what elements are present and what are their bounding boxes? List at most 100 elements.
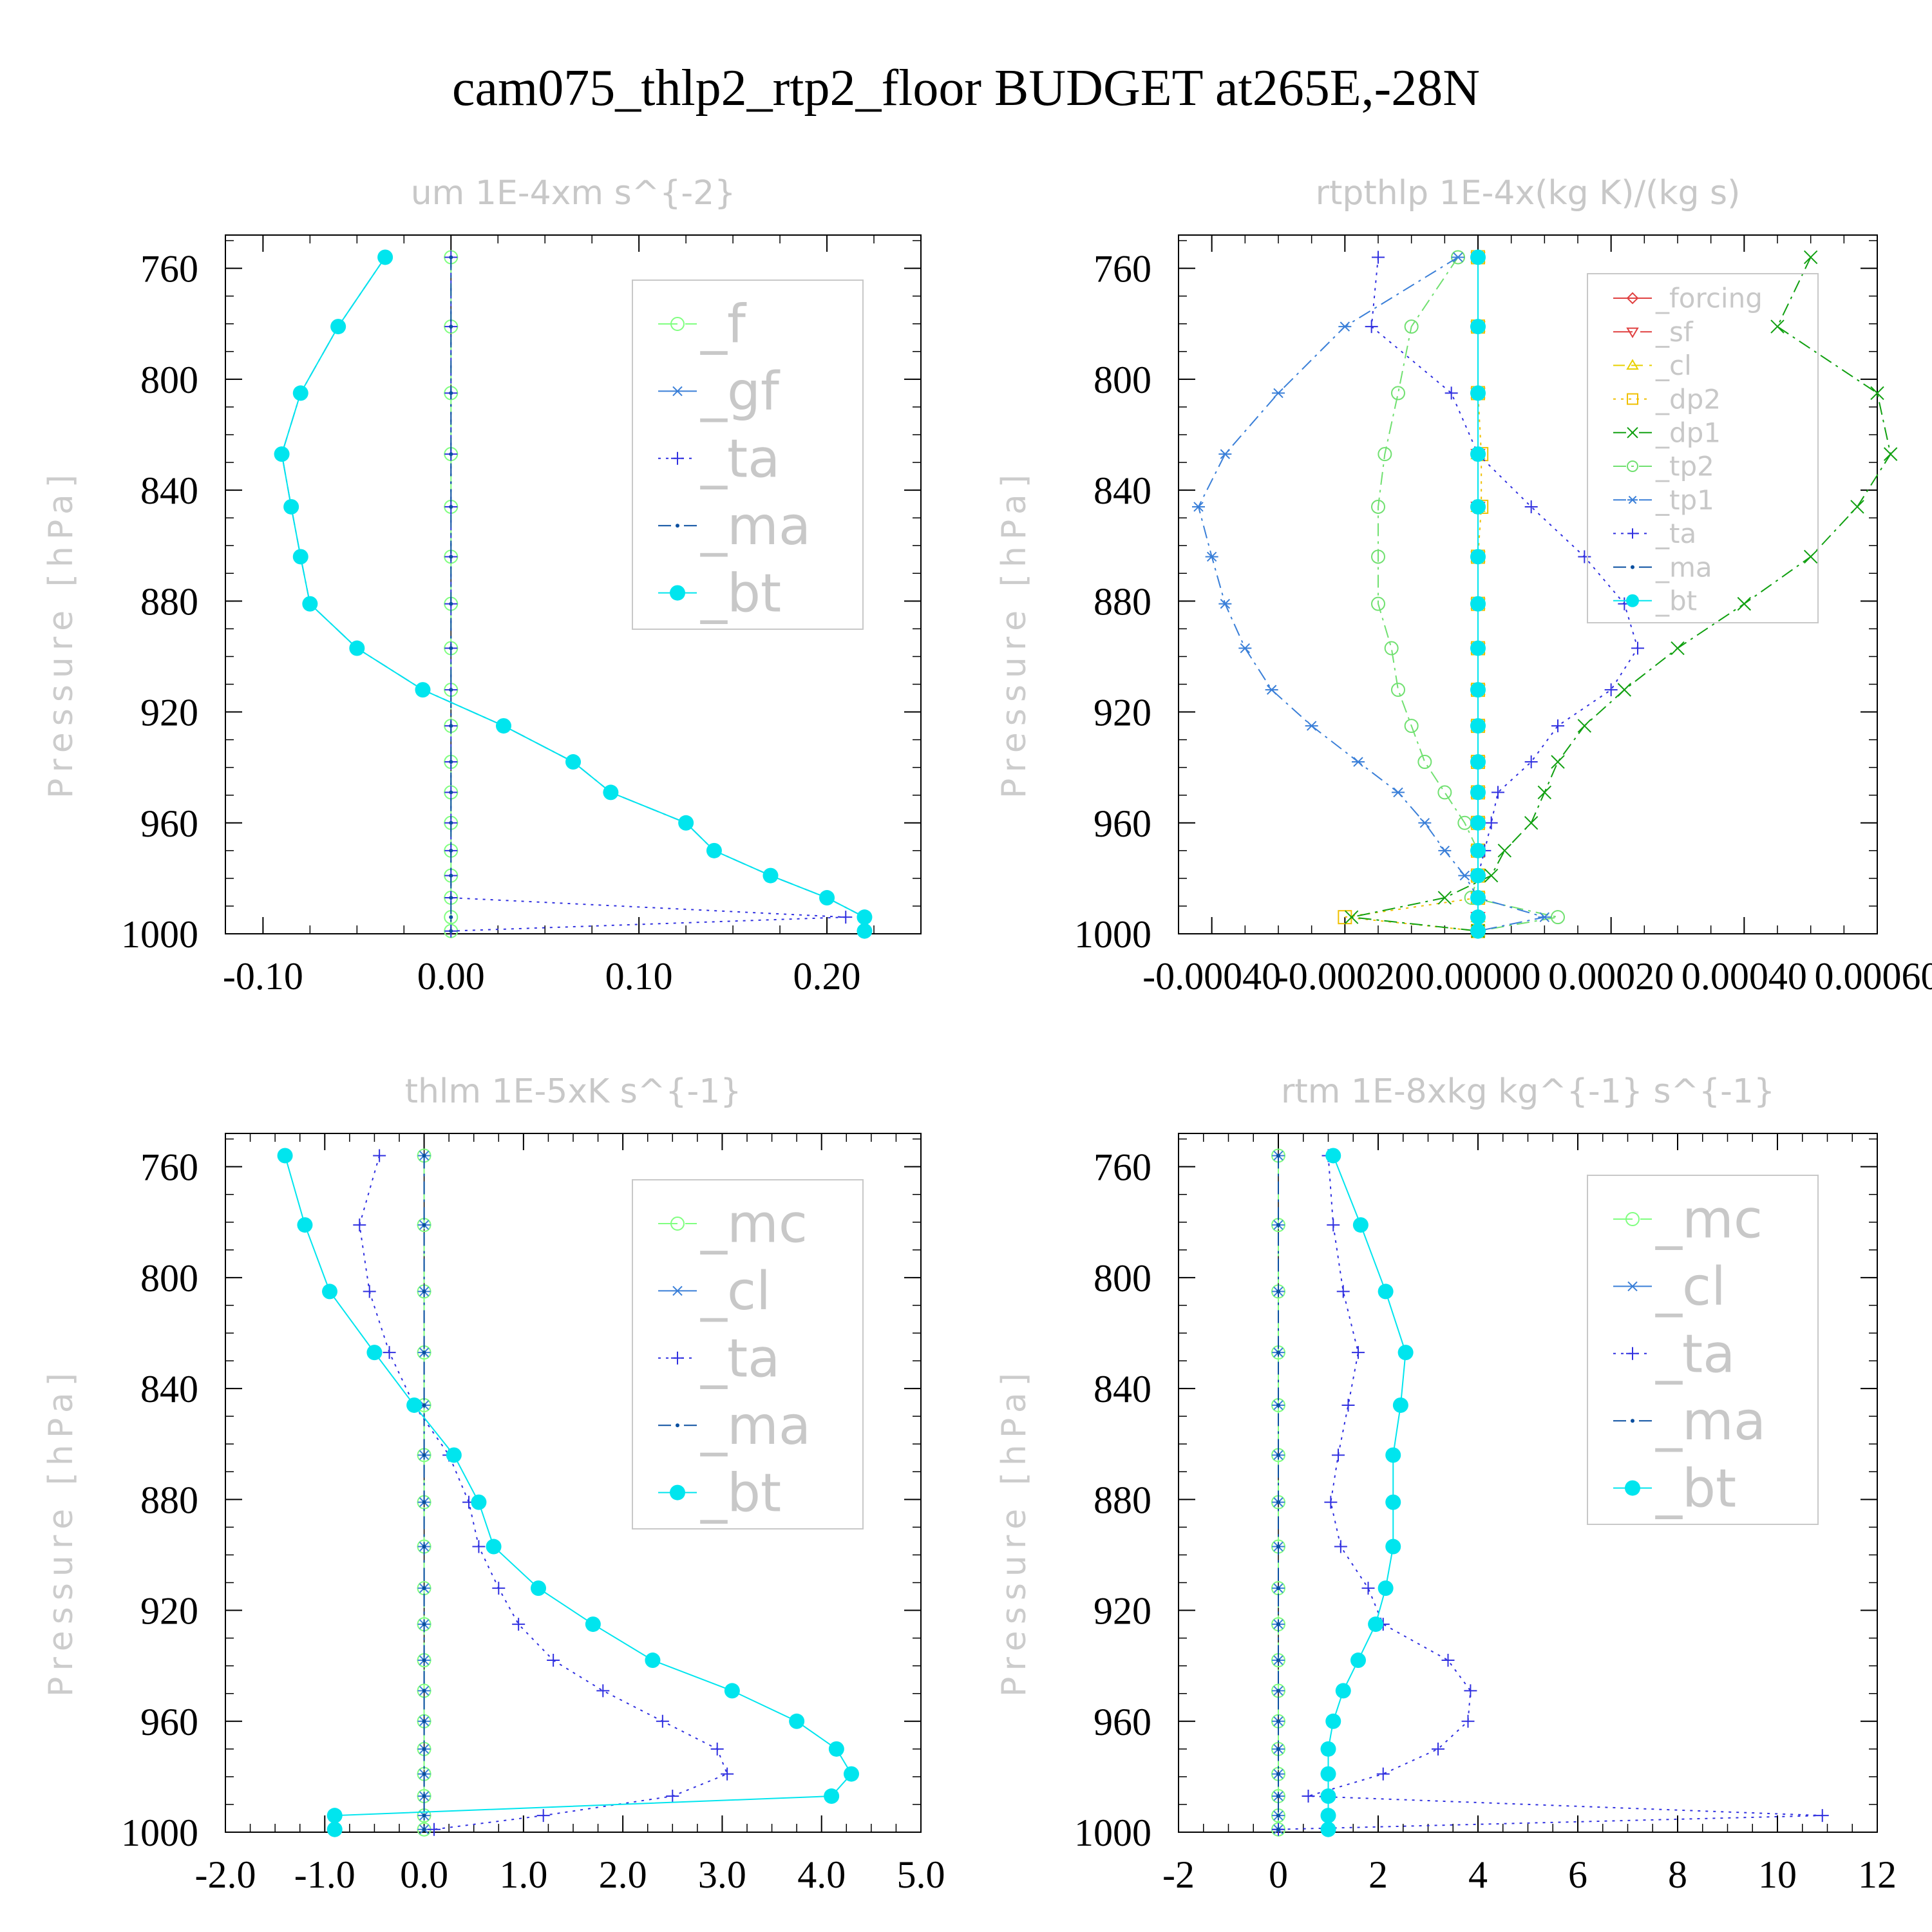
data-point-bt xyxy=(1378,1283,1394,1300)
data-point-bt xyxy=(330,319,346,335)
data-point-ta xyxy=(1551,719,1564,733)
data-point-bt xyxy=(349,640,365,656)
data-point-dp1 xyxy=(1437,891,1452,905)
data-point-bt xyxy=(496,718,511,734)
data-point-ma xyxy=(449,255,453,260)
data-point-tp1 xyxy=(1218,598,1232,609)
data-point-tp1 xyxy=(1352,757,1365,767)
y-tick-label: 920 xyxy=(1094,692,1151,734)
data-point-ma xyxy=(449,896,453,900)
data-point-ta xyxy=(1524,755,1538,769)
series-line-ta xyxy=(450,257,846,932)
data-point-ta xyxy=(1352,1346,1365,1359)
data-point-ta xyxy=(596,1684,610,1698)
y-tick-label: 1000 xyxy=(121,913,198,956)
data-point-ma xyxy=(422,1500,426,1504)
legend-marker xyxy=(676,1423,679,1428)
data-point-ma xyxy=(449,915,453,920)
legend-marker xyxy=(1625,1212,1640,1226)
legend-label: _forcing xyxy=(1655,283,1763,314)
legend-label: _bt xyxy=(1655,1458,1736,1519)
legend-label: _ma xyxy=(1655,551,1712,583)
x-tick-label: 0 xyxy=(1269,1853,1288,1896)
data-point-tp1 xyxy=(1338,321,1352,332)
data-point-tp1 xyxy=(1205,551,1218,562)
x-tick-label: 0.00 xyxy=(417,955,485,998)
data-point-ma xyxy=(1276,1289,1280,1294)
data-point-bt xyxy=(789,1713,805,1729)
plot-frame xyxy=(1178,234,1878,934)
data-point-ma xyxy=(1276,1827,1280,1832)
data-point-ma xyxy=(449,646,453,650)
y-tick-label: 800 xyxy=(140,1257,198,1300)
data-point-bt xyxy=(1470,498,1486,515)
y-axis-label: Pressure [hPa] xyxy=(42,468,80,799)
data-point-ta xyxy=(1578,550,1591,564)
y-tick-label: 760 xyxy=(1094,1146,1151,1189)
series-line-ta xyxy=(1278,1155,1823,1830)
legend-label: _ta xyxy=(700,429,780,490)
data-point-bt xyxy=(1385,1447,1401,1463)
legend-label: _tp1 xyxy=(1655,484,1714,516)
data-point-bt xyxy=(844,1766,859,1782)
legend-label: _bt xyxy=(700,1463,781,1524)
data-point-ma xyxy=(449,554,453,559)
legend-label: _dp2 xyxy=(1655,383,1721,415)
data-point-bt xyxy=(1385,1494,1401,1510)
legend-marker xyxy=(1627,393,1638,405)
data-point-ma xyxy=(449,873,453,878)
y-tick-label: 760 xyxy=(140,1146,198,1189)
data-point-dp1 xyxy=(1803,549,1818,564)
data-point-ta xyxy=(1332,1448,1345,1462)
plot-frame xyxy=(225,1133,922,1833)
data-point-ta xyxy=(383,1346,396,1359)
data-point-bt xyxy=(645,1653,661,1669)
y-tick-label: 880 xyxy=(140,1479,198,1521)
y-tick-label: 800 xyxy=(1094,1257,1151,1300)
data-point-ta xyxy=(363,1285,376,1298)
data-point-bt xyxy=(1320,1821,1336,1837)
data-point-bt xyxy=(327,1808,343,1824)
y-tick-label: 1000 xyxy=(1074,1812,1151,1854)
data-point-ta xyxy=(373,1149,386,1162)
data-point-ta xyxy=(1441,1654,1455,1667)
legend-marker xyxy=(670,585,685,601)
data-point-ma xyxy=(1276,1544,1280,1549)
data-point-tp2 xyxy=(1417,755,1432,770)
series-line-tp2 xyxy=(1378,256,1558,932)
data-point-ma xyxy=(449,848,453,853)
legend-label: _cl xyxy=(1655,1256,1726,1318)
y-tick-label: 840 xyxy=(140,1368,198,1410)
data-point-bt xyxy=(565,754,581,770)
data-point-bt xyxy=(1325,1148,1341,1164)
data-point-tp2 xyxy=(1551,910,1565,925)
data-point-ma xyxy=(449,688,453,692)
data-point-ma xyxy=(422,1794,426,1799)
data-point-ta xyxy=(1334,1540,1347,1553)
y-tick-label: 760 xyxy=(140,248,198,290)
legend-box xyxy=(632,1179,864,1530)
x-tick-label: 0.00020 xyxy=(1548,955,1674,998)
legend-label: _ta xyxy=(1655,518,1696,549)
data-point-tp1 xyxy=(1538,912,1551,922)
x-tick-label: 0.20 xyxy=(793,955,861,998)
data-point-bt xyxy=(292,385,308,401)
data-point-bt xyxy=(486,1539,502,1555)
legend-marker xyxy=(1626,327,1639,339)
data-point-ta xyxy=(1372,251,1385,264)
data-point-ma xyxy=(449,504,453,509)
x-tick-label: -0.10 xyxy=(223,955,303,998)
data-point-ma xyxy=(1276,1153,1280,1158)
data-point-tp1 xyxy=(1218,449,1232,459)
data-point-dp1 xyxy=(1524,816,1539,830)
legend-label: _mc xyxy=(1655,1189,1763,1251)
series-line-dp2 xyxy=(1345,257,1482,932)
data-point-ta xyxy=(1432,1742,1444,1756)
y-tick-label: 1000 xyxy=(121,1812,198,1854)
data-point-ma xyxy=(422,1453,426,1457)
legend-label: _ma xyxy=(700,496,811,557)
x-tick-label: 4 xyxy=(1468,1853,1488,1896)
data-point-ma xyxy=(449,820,453,825)
data-point-tp2 xyxy=(1371,596,1385,611)
